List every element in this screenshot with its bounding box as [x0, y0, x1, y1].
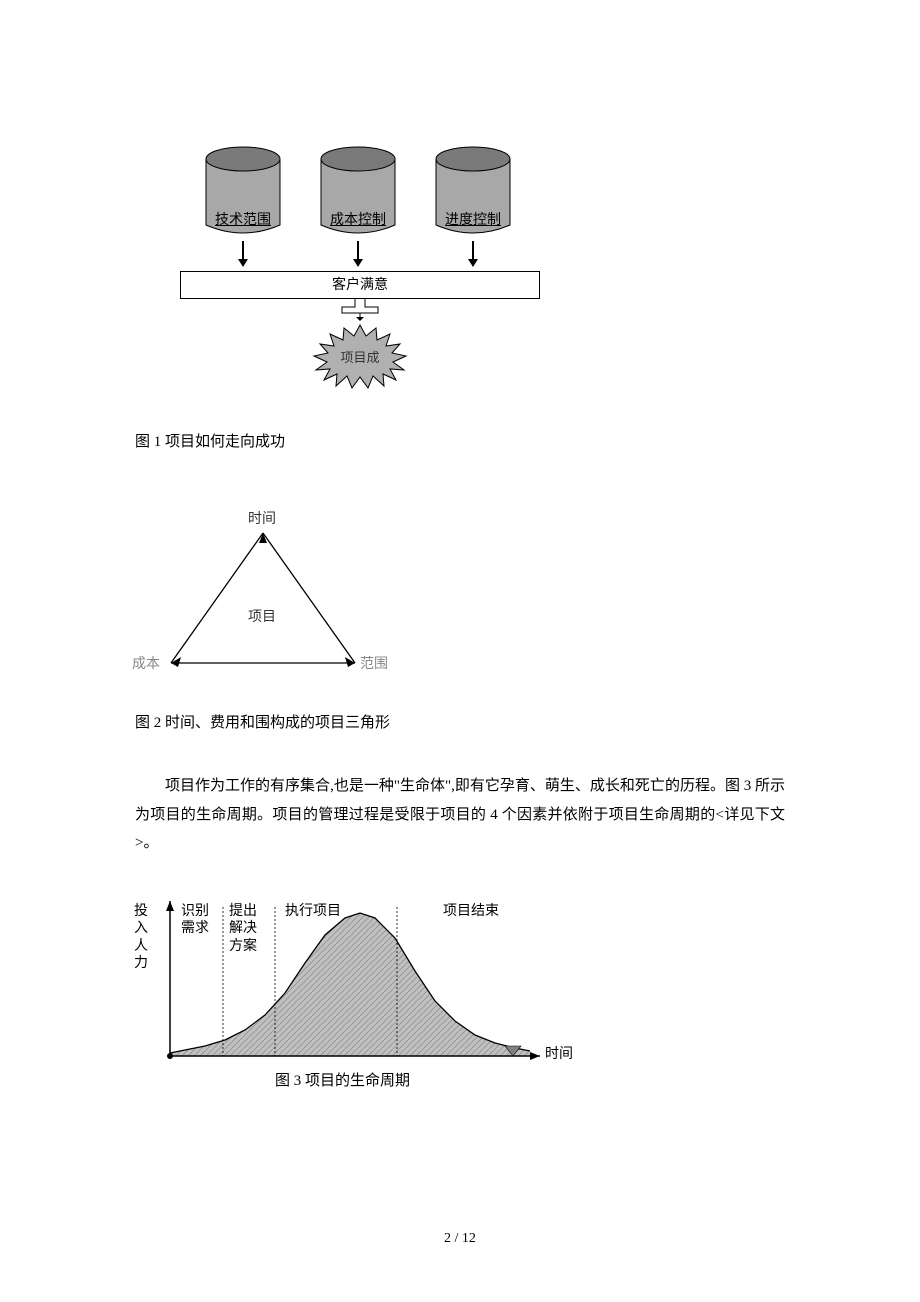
triangle-top-label: 时间 — [248, 508, 276, 528]
figure-3-caption: 图 3 项目的生命周期 — [275, 1069, 410, 1090]
customer-box-text: 客户满意 — [332, 278, 388, 293]
phase-label-1: 识别需求 — [181, 903, 213, 938]
cylinder-label: 成本控制 — [315, 209, 401, 229]
page: 技术范围 成本控制 进度控制 客户满意 — [0, 0, 920, 1302]
triangle-center-label: 项目 — [248, 606, 276, 626]
figure-2-caption: 图 2 时间、费用和围构成的项目三角形 — [135, 711, 785, 732]
cylinder-tech-scope: 技术范围 — [200, 145, 286, 241]
cylinder-cost-control: 成本控制 — [315, 145, 401, 241]
starburst-project-success: 项目成 — [300, 320, 420, 395]
customer-satisfaction-box: 客户满意 — [180, 271, 540, 299]
starburst-text: 项目成 — [300, 347, 420, 366]
arrow-down-icon — [357, 241, 359, 261]
x-axis-label: 时间 — [545, 1046, 573, 1064]
arrow-down-icon — [242, 241, 244, 261]
phase-label-4: 项目结束 — [443, 903, 499, 921]
cylinder-label: 技术范围 — [200, 209, 286, 229]
cylinder-schedule-control: 进度控制 — [430, 145, 516, 241]
y-axis-label: 投入人力 — [134, 903, 150, 973]
figure-2: 时间 成本 范围 项目 — [135, 511, 395, 686]
figure-3: 投入人力 识别需求 提出解决方案 执行项目 项目结束 时间 图 3 项目的生命周… — [135, 893, 575, 1103]
figure-1-caption: 图 1 项目如何走向成功 — [135, 430, 785, 451]
triangle-right-label: 范围 — [360, 653, 388, 673]
body-paragraph: 项目作为工作的有序集合,也是一种"生命体",即有它孕育、萌生、成长和死亡的历程。… — [135, 772, 785, 858]
phase-label-3: 执行项目 — [285, 903, 341, 921]
connector-icon — [340, 299, 380, 321]
paragraph-text: 项目作为工作的有序集合,也是一种"生命体",即有它孕育、萌生、成长和死亡的历程。… — [135, 778, 785, 851]
arrow-down-icon — [472, 241, 474, 261]
figure-1: 技术范围 成本控制 进度控制 客户满意 — [200, 145, 570, 400]
cylinder-label: 进度控制 — [430, 209, 516, 229]
page-number: 2 / 12 — [0, 1231, 920, 1247]
triangle-left-label: 成本 — [132, 653, 160, 673]
triangle-diagram — [135, 511, 395, 686]
phase-label-2: 提出解决方案 — [229, 903, 261, 956]
